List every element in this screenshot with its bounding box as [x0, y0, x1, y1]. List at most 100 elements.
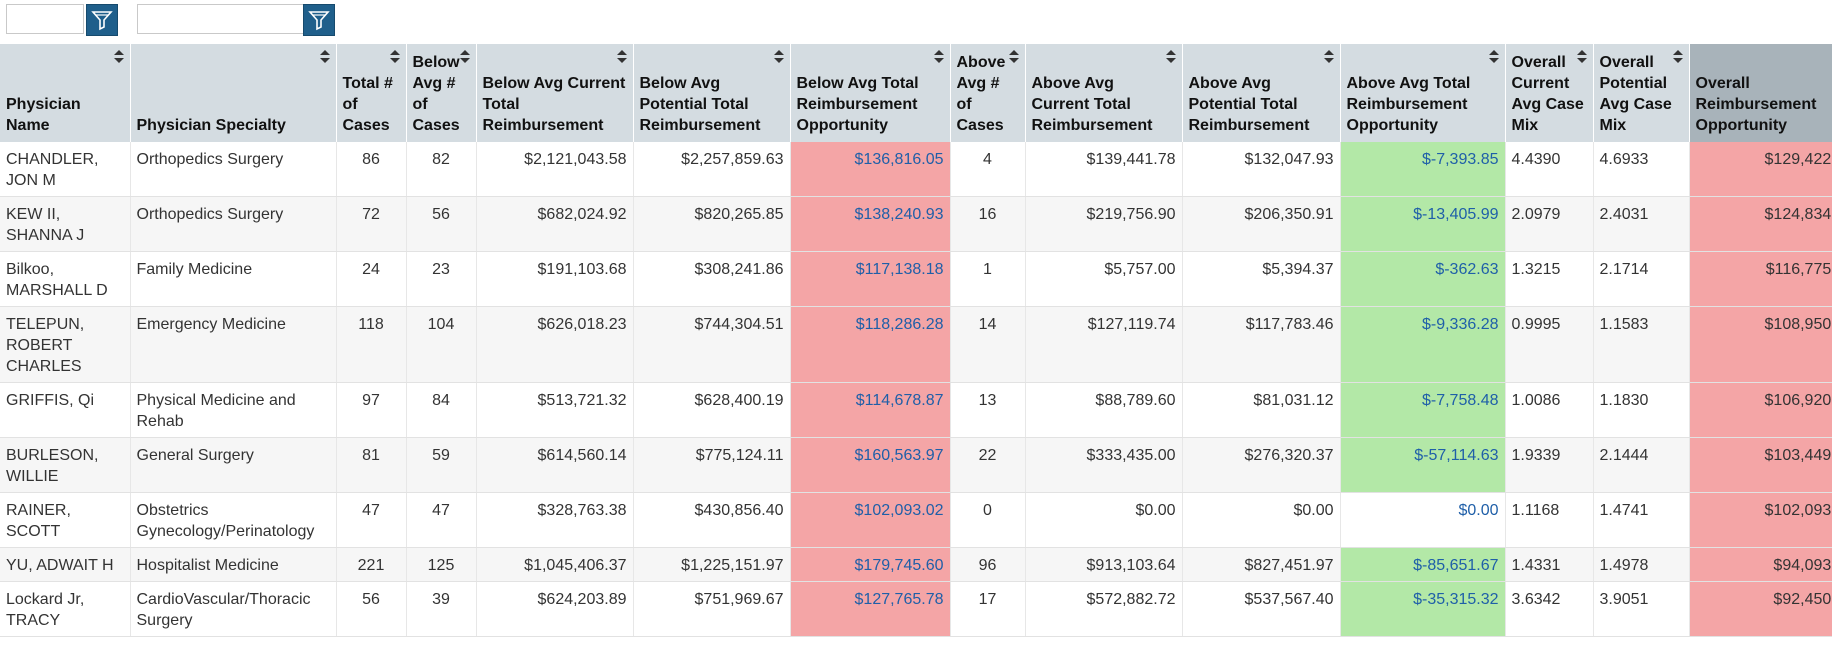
- table-cell: 56: [406, 196, 477, 252]
- column-header-14[interactable]: Overall Reimbursement Opportunity: [1689, 44, 1832, 142]
- sort-arrows-icon[interactable]: [1576, 50, 1587, 64]
- table-cell[interactable]: $117,138.18: [790, 251, 951, 307]
- table-cell: 23: [406, 251, 477, 307]
- table-cell[interactable]: $-7,758.48: [1340, 382, 1506, 438]
- sort-arrows-icon[interactable]: [1323, 50, 1334, 64]
- table-cell: $206,350.91: [1182, 196, 1341, 252]
- column-header-label: Overall Potential Avg Case Mix: [1599, 54, 1672, 134]
- table-cell: 17: [950, 581, 1026, 637]
- sort-arrows-icon[interactable]: [459, 50, 470, 64]
- table-cell: $81,031.12: [1182, 382, 1341, 438]
- table-cell[interactable]: $118,286.28: [790, 306, 951, 383]
- column-header-11[interactable]: Above Avg Total Reimbursement Opportunit…: [1340, 44, 1506, 142]
- sort-arrows-icon[interactable]: [1672, 50, 1683, 64]
- column-header-9[interactable]: Above Avg Current Total Reimbursement: [1025, 44, 1183, 142]
- table-cell[interactable]: $102,093.02: [790, 492, 951, 548]
- column-header-3[interactable]: Total # of Cases: [336, 44, 407, 142]
- filter-input-1[interactable]: [6, 4, 84, 34]
- table-cell: $1,045,406.37: [476, 547, 634, 582]
- table-cell[interactable]: $-35,315.32: [1340, 581, 1506, 637]
- sort-arrows-icon[interactable]: [773, 50, 784, 64]
- table-cell: 81: [336, 437, 407, 493]
- column-header-10[interactable]: Above Avg Potential Total Reimbursement: [1182, 44, 1341, 142]
- column-header-2[interactable]: Physician Specialty: [130, 44, 337, 142]
- sort-arrows-icon[interactable]: [933, 50, 944, 64]
- table-cell: 4.6933: [1593, 142, 1690, 197]
- sort-arrows-icon[interactable]: [389, 50, 400, 64]
- table-row[interactable]: RAINER, SCOTT Obstetrics Gynecology/Perin…: [0, 492, 1832, 548]
- table-row[interactable]: BURLESON, WILLIE General Surgery 81 59 $614,…: [0, 437, 1832, 493]
- table-cell: 2.1714: [1593, 251, 1690, 307]
- sort-arrows-icon[interactable]: [1165, 50, 1176, 64]
- table-cell: $751,969.67: [633, 581, 791, 637]
- table-cell: 1.0086: [1505, 382, 1594, 438]
- table-cell: RAINER, SCOTT: [0, 492, 131, 548]
- table-header: Physician Name Physician Specialty Total #…: [0, 44, 1832, 142]
- table-cell[interactable]: $127,765.78: [790, 581, 951, 637]
- table-cell: $744,304.51: [633, 306, 791, 383]
- table-row[interactable]: KEW II, SHANNA J Orthopedics Surgery 72 56 $…: [0, 196, 1832, 252]
- table-cell: 125: [406, 547, 477, 582]
- table-cell[interactable]: $138,240.93: [790, 196, 951, 252]
- table-cell: 2.0979: [1505, 196, 1594, 252]
- table-cell: $108,950.00: [1689, 306, 1832, 383]
- table-cell: $913,103.64: [1025, 547, 1183, 582]
- column-header-5[interactable]: Below Avg Current Total Reimbursement: [476, 44, 634, 142]
- table-cell: $0.00: [1182, 492, 1341, 548]
- table-row[interactable]: Bilkoo, MARSHALL D Family Medicine 24 23 $19…: [0, 251, 1832, 307]
- table-cell: $117,783.46: [1182, 306, 1341, 383]
- table-cell: YU, ADWAIT H: [0, 547, 131, 582]
- table-cell: 104: [406, 306, 477, 383]
- table-cell: 3.9051: [1593, 581, 1690, 637]
- table-cell[interactable]: $-13,405.99: [1340, 196, 1506, 252]
- table-cell[interactable]: $179,745.60: [790, 547, 951, 582]
- sort-arrows-icon[interactable]: [319, 50, 330, 64]
- table-cell: 1.1830: [1593, 382, 1690, 438]
- sort-arrows-icon[interactable]: [616, 50, 627, 64]
- table-cell: 14: [950, 306, 1026, 383]
- table-cell: 86: [336, 142, 407, 197]
- sort-arrows-icon[interactable]: [1488, 50, 1499, 64]
- table-cell[interactable]: $-9,336.28: [1340, 306, 1506, 383]
- column-header-13[interactable]: Overall Potential Avg Case Mix: [1593, 44, 1690, 142]
- table-row[interactable]: GRIFFIS, Qi Physical Medicine and Rehab 97…: [0, 382, 1832, 438]
- filter-button-1[interactable]: [86, 4, 118, 36]
- column-header-label: Above Avg Potential Total Reimbursement: [1188, 75, 1310, 134]
- table-cell: $127,119.74: [1025, 306, 1183, 383]
- table-cell[interactable]: $-7,393.85: [1340, 142, 1506, 197]
- column-header-8[interactable]: Above Avg # of Cases: [950, 44, 1026, 142]
- column-header-1[interactable]: Physician Name: [0, 44, 131, 142]
- table-cell[interactable]: $136,816.05: [790, 142, 951, 197]
- table-cell: CardioVascular/Thoracic Surgery: [130, 581, 337, 637]
- table-row[interactable]: TELEPUN, ROBERT CHARLES Emergency Medicin…: [0, 306, 1832, 383]
- table-cell: BURLESON, WILLIE: [0, 437, 131, 493]
- column-header-6[interactable]: Below Avg Potential Total Reimbursement: [633, 44, 791, 142]
- table-cell: $132,047.93: [1182, 142, 1341, 197]
- table-cell[interactable]: $-85,651.67: [1340, 547, 1506, 582]
- column-header-4[interactable]: Below Avg # of Cases: [406, 44, 477, 142]
- table-cell[interactable]: $160,563.97: [790, 437, 951, 493]
- reimbursement-table: Physician Name Physician Specialty Total #…: [0, 44, 1832, 637]
- table-row[interactable]: YU, ADWAIT H Hospitalist Medicine 221 125 $1…: [0, 547, 1832, 582]
- table-cell: $513,721.32: [476, 382, 634, 438]
- filter-input-2[interactable]: [137, 4, 305, 34]
- table-cell: 1.4331: [1505, 547, 1594, 582]
- table-cell[interactable]: $-362.63: [1340, 251, 1506, 307]
- column-header-12[interactable]: Overall Current Avg Case Mix: [1505, 44, 1594, 142]
- column-header-label: Physician Name: [6, 96, 81, 134]
- column-header-7[interactable]: Below Avg Total Reimbursement Opportunit…: [790, 44, 951, 142]
- sort-arrows-icon[interactable]: [113, 50, 124, 64]
- table-row[interactable]: Lockard Jr, TRACY CardioVascular/Thoracic…: [0, 581, 1832, 637]
- table-cell: KEW II, SHANNA J: [0, 196, 131, 252]
- table-cell: 72: [336, 196, 407, 252]
- table-row[interactable]: CHANDLER, JON M Orthopedics Surgery 86 82 $2…: [0, 142, 1832, 197]
- table-body: CHANDLER, JON M Orthopedics Surgery 86 82 $2…: [0, 142, 1832, 637]
- sort-arrows-icon[interactable]: [1008, 50, 1019, 64]
- table-cell[interactable]: $114,678.87: [790, 382, 951, 438]
- table-cell: $5,394.37: [1182, 251, 1341, 307]
- table-cell[interactable]: $-57,114.63: [1340, 437, 1506, 493]
- table-cell: Emergency Medicine: [130, 306, 337, 383]
- filter-button-2[interactable]: [303, 4, 335, 36]
- table-cell: 4: [950, 142, 1026, 197]
- table-cell[interactable]: $0.00: [1340, 492, 1506, 548]
